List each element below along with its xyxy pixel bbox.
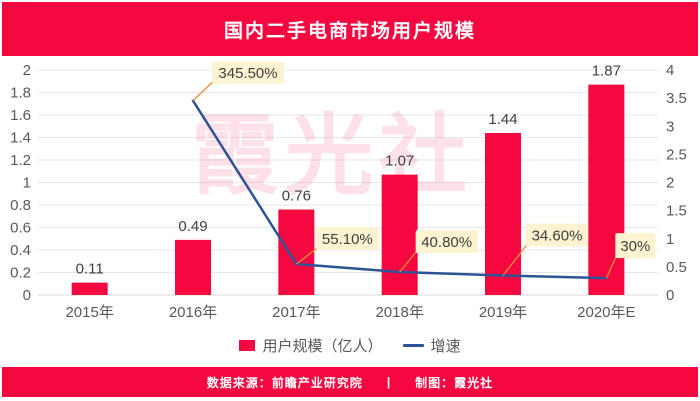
- bar-2020年E: [588, 84, 625, 295]
- bar-2018年: [381, 174, 418, 295]
- right-axis-tick: 3: [666, 118, 674, 135]
- x-axis-label: 2020年E: [577, 304, 635, 321]
- left-axis-tick: 0.4: [10, 242, 31, 259]
- bar-value-label: 0.76: [282, 188, 311, 205]
- right-axis-tick: 2.5: [666, 146, 687, 163]
- plot-area: 霞光社 0.11 0.49 0.76 1.07 1.44 1.87 345.50% 55.10%…: [0, 56, 700, 326]
- x-axis-label: 2018年: [375, 304, 423, 321]
- right-axis-tick: 1: [666, 231, 674, 248]
- bar-2019年: [485, 133, 521, 295]
- left-axis-tick: 0.8: [10, 197, 31, 214]
- chart-title: 国内二手电商市场用户规模: [223, 20, 476, 42]
- legend: 用户规模（亿人） 增速: [0, 332, 700, 358]
- legend-label-growth-rate: 增速: [430, 337, 461, 355]
- leader-line: [399, 250, 418, 273]
- chart-title-bar: 国内二手电商市场用户规模: [2, 2, 698, 56]
- right-axis-tick: 0.5: [666, 259, 687, 276]
- bar-2016年: [175, 239, 211, 295]
- bar-value-label: 1.44: [488, 111, 517, 128]
- callout-box: [526, 223, 588, 247]
- data-source-label: 数据来源：前瞻产业研究院: [206, 375, 363, 390]
- bar-2017年: [278, 209, 315, 295]
- bar-2015年: [71, 282, 108, 295]
- growth-value-label: 40.80%: [421, 234, 472, 251]
- leader-line: [502, 244, 528, 276]
- legend-item-user-scale: 用户规模（亿人）: [239, 335, 383, 356]
- leader-line: [295, 247, 318, 265]
- right-axis-tick: 4: [666, 62, 674, 79]
- left-axis-tick: 0: [23, 287, 31, 304]
- x-axis-label: 2015年: [65, 304, 113, 321]
- right-axis-tick: 0: [666, 287, 674, 304]
- left-axis-tick: 0.6: [10, 220, 31, 237]
- leader-line: [192, 81, 214, 102]
- separator: |: [386, 375, 392, 389]
- source-bar: 数据来源：前瞻产业研究院 | 制图：霞光社: [2, 367, 698, 397]
- legend-item-growth-rate: 增速: [402, 335, 461, 356]
- right-axis-tick: 1.5: [666, 203, 687, 220]
- left-axis-tick: 0.2: [10, 265, 31, 282]
- watermark-text: 霞光社: [191, 106, 473, 205]
- combo-chart: 霞光社0.110.490.761.071.441.87345.50%55.10%…: [10, 61, 687, 321]
- right-axis-tick: 2: [666, 175, 674, 192]
- bar-value-label: 1.07: [385, 153, 414, 170]
- bar-value-label: 1.87: [592, 63, 621, 80]
- leader-line: [605, 255, 617, 279]
- growth-value-label: 55.10%: [322, 231, 373, 248]
- left-axis-tick: 1: [23, 175, 31, 192]
- x-axis-label: 2017年: [272, 304, 320, 321]
- right-axis-tick: 3.5: [666, 90, 687, 107]
- growth-value-label: 34.60%: [532, 228, 583, 245]
- x-axis-label: 2016年: [169, 304, 217, 321]
- bar-swatch-icon: [239, 339, 256, 351]
- bar-value-label: 0.49: [178, 218, 207, 235]
- callout-box: [615, 233, 656, 259]
- callout-box: [316, 227, 379, 251]
- left-axis-tick: 1.6: [10, 107, 31, 124]
- growth-value-label: 30%: [620, 238, 650, 255]
- line-swatch-icon: [402, 343, 424, 347]
- growth-value-label: 345.50%: [218, 65, 277, 82]
- left-axis-tick: 1.2: [10, 152, 31, 169]
- left-axis-tick: 2: [23, 62, 31, 79]
- left-axis-tick: 1.4: [10, 130, 31, 147]
- left-axis-tick: 1.8: [10, 85, 31, 102]
- callout-box: [415, 230, 478, 254]
- bar-value-label: 0.11: [76, 261, 104, 278]
- x-axis-label: 2019年: [479, 304, 527, 321]
- credit-label: 制图：霞光社: [415, 375, 494, 390]
- callout-box: [212, 61, 284, 84]
- legend-label-user-scale: 用户规模（亿人）: [262, 337, 383, 355]
